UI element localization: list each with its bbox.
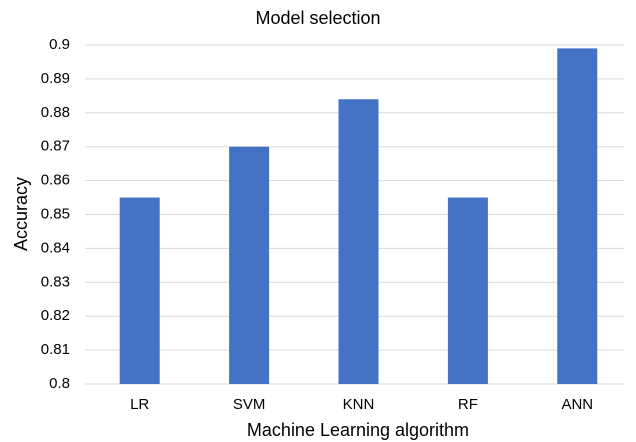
y-tick-label: 0.9 <box>49 36 70 53</box>
y-tick-label: 0.84 <box>41 239 70 256</box>
y-tick-label: 0.89 <box>41 70 70 87</box>
y-axis-title: Accuracy <box>11 177 31 251</box>
bar <box>338 99 379 385</box>
x-tick-label: LR <box>130 396 149 413</box>
bar <box>229 146 270 384</box>
y-tick-label: 0.85 <box>41 205 70 222</box>
bar <box>557 48 598 384</box>
y-tick-label: 0.82 <box>41 307 70 324</box>
chart-title: Model selection <box>255 8 380 28</box>
y-tick-label: 0.87 <box>41 138 70 155</box>
y-tick-label: 0.83 <box>41 273 70 290</box>
bar <box>119 197 160 384</box>
y-tick-label: 0.88 <box>41 104 70 121</box>
x-tick-label: ANN <box>561 396 593 413</box>
x-tick-label: KNN <box>343 396 375 413</box>
x-axis-title: Machine Learning algorithm <box>247 420 469 440</box>
y-tick-label: 0.8 <box>49 375 70 392</box>
y-tick-label: 0.86 <box>41 172 70 189</box>
x-tick-label: RF <box>458 396 478 413</box>
x-tick-label: SVM <box>233 396 266 413</box>
bar <box>447 197 488 384</box>
y-tick-label: 0.81 <box>41 341 70 358</box>
